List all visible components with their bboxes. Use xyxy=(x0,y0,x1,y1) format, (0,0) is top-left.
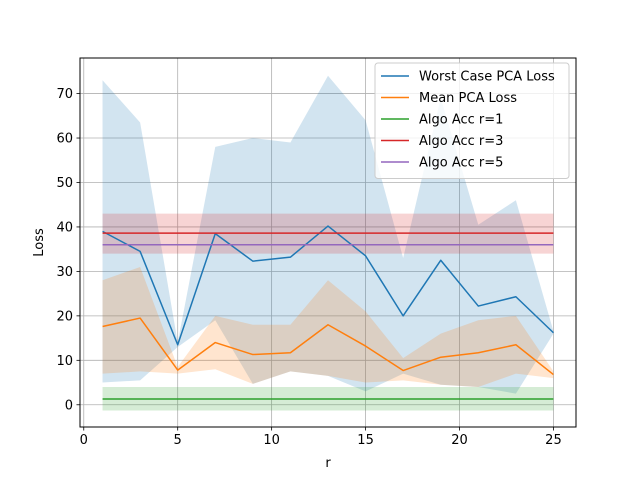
series-line-1 xyxy=(102,317,554,376)
series-lines xyxy=(102,225,554,400)
y-tick-label: 10 xyxy=(56,354,73,369)
x-tick-label: 5 xyxy=(174,433,182,448)
plot-frame xyxy=(79,57,577,428)
y-tick-label: 50 xyxy=(56,176,73,191)
x-tick-label: 10 xyxy=(263,433,280,448)
x-tick-label: 0 xyxy=(80,433,88,448)
legend-box xyxy=(374,62,570,179)
legend-label: Algo Acc r=3 xyxy=(419,134,503,149)
legend-label: Algo Acc r=1 xyxy=(419,113,503,128)
series-line-0 xyxy=(102,225,554,346)
y-axis-label: Loss xyxy=(32,228,47,257)
legend-label: Mean PCA Loss xyxy=(419,91,517,106)
x-axis-label: r xyxy=(325,456,331,471)
x-tick-label: 25 xyxy=(545,433,562,448)
y-tick-label: 60 xyxy=(56,132,73,147)
axis-ticks: 0 5 10 15 20 25 0 10 20 30 40 50 60 70 xyxy=(56,87,561,448)
y-tick-label: 0 xyxy=(65,398,73,413)
y-tick-label: 40 xyxy=(56,220,73,235)
x-tick-label: 20 xyxy=(451,433,468,448)
legend: Worst Case PCA Loss Mean PCA Loss Algo Acc… xyxy=(374,62,570,179)
legend-label: Worst Case PCA Loss xyxy=(419,70,555,85)
x-tick-label: 15 xyxy=(357,433,374,448)
y-tick-label: 70 xyxy=(56,87,73,102)
y-tick-label: 20 xyxy=(56,309,73,324)
legend-label: Algo Acc r=5 xyxy=(419,156,503,171)
y-tick-label: 30 xyxy=(56,265,73,280)
